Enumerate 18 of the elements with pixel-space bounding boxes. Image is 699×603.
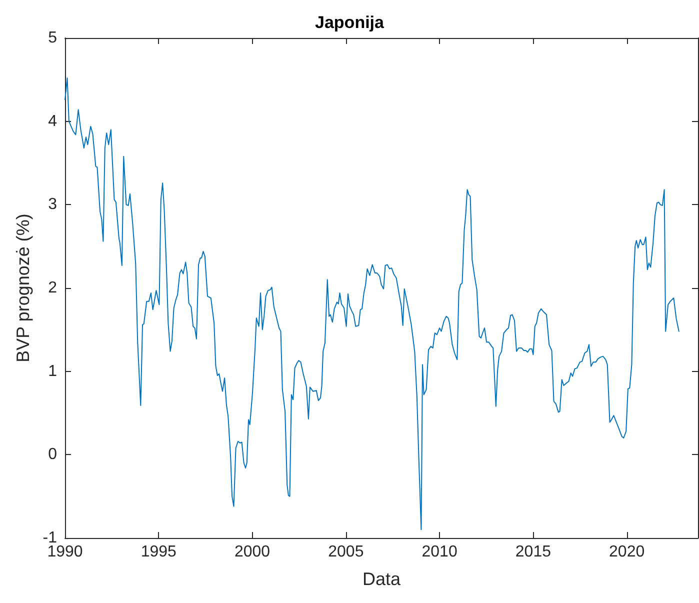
y-tick-label: -1 [42,530,58,546]
x-tick-label: 2020 [609,544,645,560]
x-tick-label: 2010 [422,544,458,560]
x-tick-label: 2015 [515,544,552,560]
y-tick-label: 4 [48,112,58,130]
y-tick-label: 3 [48,196,58,214]
y-tick-label: 5 [48,30,58,46]
y-tick-label: 1 [48,362,58,380]
x-tick-label: 1990 [47,544,83,560]
y-tick-label: 2 [48,280,58,296]
x-tick-label: 1995 [140,544,177,560]
line-series [64,78,680,530]
y-axis-title: BVP prognozė (%) [12,214,33,362]
chart-title: Japonija [315,13,385,32]
y-tick-label: 0 [48,446,58,464]
x-tick-label: 2000 [234,544,270,560]
x-axis-title: Data [362,569,402,589]
x-tick-label: 2005 [328,544,364,560]
